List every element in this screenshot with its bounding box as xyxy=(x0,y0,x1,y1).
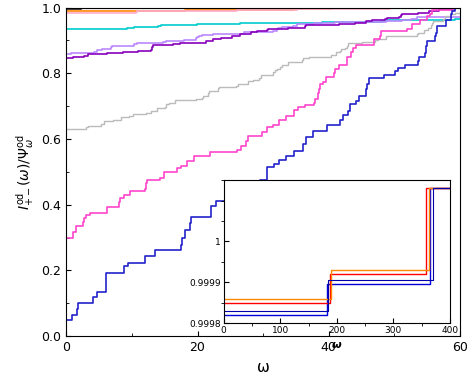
Y-axis label: $I_{+-}^{\rm od}(\omega)/\Psi_{\omega}^{\rm od}$: $I_{+-}^{\rm od}(\omega)/\Psi_{\omega}^{… xyxy=(14,134,36,210)
X-axis label: ω: ω xyxy=(257,359,269,375)
